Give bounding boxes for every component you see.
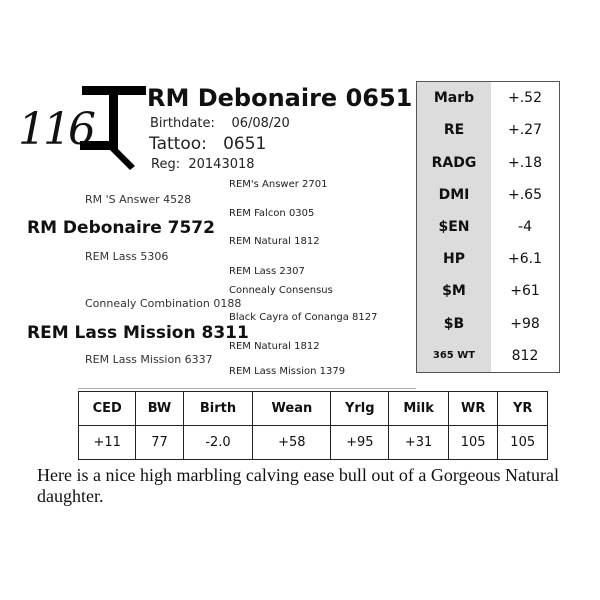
- sire-dam: REM Lass 5306: [85, 250, 169, 263]
- epd-value: -4: [518, 218, 532, 235]
- value-cell: 77: [135, 425, 184, 460]
- epd-row: DMI +.65: [417, 179, 559, 211]
- epd-label: 365 WT: [432, 350, 476, 362]
- epd-label: $EN: [438, 218, 470, 235]
- sire: RM Debonaire 7572: [27, 218, 215, 238]
- ggp-4: REM Lass 2307: [229, 266, 305, 277]
- epd-label: $B: [443, 315, 465, 332]
- epd-value: +61: [510, 283, 540, 300]
- header-cell: Yrlg: [330, 391, 390, 426]
- epd-value: +.27: [508, 122, 542, 139]
- birthdate-row: Birthdate: 06/08/20: [150, 116, 290, 131]
- epd-side-table: Marb +.52 RE +.27 RADG +.18 DMI +.65 $EN -4 H…: [416, 81, 560, 373]
- epd-label: RE: [443, 122, 465, 139]
- header-cell: YR: [497, 391, 548, 426]
- epd-value: +6.1: [508, 251, 542, 268]
- header-cell: Milk: [388, 391, 449, 426]
- header-cell: CED: [77, 391, 137, 426]
- ggp-8: REM Lass Mission 1379: [229, 366, 346, 377]
- sire-sire: RM 'S Answer 4528: [85, 193, 192, 206]
- value-cell: +31: [388, 425, 449, 460]
- epd-value: +.18: [508, 154, 542, 171]
- value-cell: 105: [447, 425, 499, 460]
- epd-row: 365 WT 812: [417, 340, 559, 372]
- epd-row: $EN -4: [417, 211, 559, 243]
- description: Here is a nice high marbling calving eas…: [37, 465, 560, 506]
- header-cell: Wean: [252, 391, 332, 426]
- dam: REM Lass Mission 8311: [27, 323, 249, 343]
- epd-value-row: +11 77 -2.0 +58 +95 +31 105 105: [77, 425, 548, 460]
- divider: [78, 388, 416, 389]
- epd-row: HP +6.1: [417, 243, 559, 275]
- reg-label: Reg:: [151, 157, 181, 172]
- birthdate-value: 06/08/20: [231, 116, 290, 131]
- value-cell: +95: [330, 425, 390, 460]
- header-cell: BW: [135, 391, 184, 426]
- ggp-6: Black Cayra of Conanga 8127: [229, 312, 378, 323]
- epd-value: +.52: [508, 90, 542, 107]
- ggp-1: REM's Answer 2701: [229, 179, 328, 190]
- ggp-3: REM Natural 1812: [229, 236, 320, 247]
- value-cell: -2.0: [182, 425, 254, 460]
- tattoo-label: Tattoo:: [149, 134, 207, 154]
- animal-name: RM Debonaire 0651: [147, 84, 413, 112]
- birthdate-label: Birthdate:: [150, 116, 215, 131]
- ggp-7: REM Natural 1812: [229, 341, 320, 352]
- brand-logo: [80, 86, 146, 170]
- dam-sire: Connealy Combination 0188: [85, 297, 242, 310]
- epd-row: RADG +.18: [417, 146, 559, 178]
- ggp-5: Connealy Consensus: [229, 285, 333, 296]
- dam-dam: REM Lass Mission 6337: [85, 353, 213, 366]
- ggp-2: REM Falcon 0305: [229, 208, 315, 219]
- tattoo-value: 0651: [223, 134, 267, 154]
- epd-row: RE +.27: [417, 114, 559, 146]
- reg-row: Reg: 20143018: [151, 157, 255, 172]
- epd-value: 812: [511, 347, 539, 364]
- epd-label: DMI: [438, 186, 470, 203]
- epd-label: HP: [443, 251, 465, 268]
- tattoo-row: Tattoo: 0651: [149, 134, 266, 154]
- epd-row: $M +61: [417, 275, 559, 307]
- epd-row: $B +98: [417, 308, 559, 340]
- value-cell: 105: [497, 425, 548, 460]
- value-cell: +11: [77, 425, 137, 460]
- epd-row: Marb +.52: [417, 82, 559, 114]
- epd-value: +98: [510, 315, 540, 332]
- epd-header-row: CED BW Birth Wean Yrlg Milk WR YR: [77, 391, 548, 426]
- header-cell: WR: [447, 391, 499, 426]
- reg-value: 20143018: [188, 157, 255, 172]
- epd-value: +.65: [508, 186, 542, 203]
- epd-label: Marb: [433, 90, 475, 107]
- value-cell: +58: [252, 425, 332, 460]
- header-cell: Birth: [182, 391, 254, 426]
- epd-bottom-table: CED BW Birth Wean Yrlg Milk WR YR +11 77…: [77, 391, 548, 460]
- epd-label: RADG: [431, 154, 477, 171]
- epd-label: $M: [442, 283, 466, 300]
